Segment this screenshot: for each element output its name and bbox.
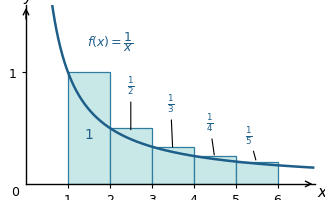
Text: $\frac{1}{4}$: $\frac{1}{4}$ — [206, 112, 214, 155]
Bar — [110, 128, 152, 184]
Text: 0: 0 — [11, 185, 20, 198]
Text: $\frac{1}{5}$: $\frac{1}{5}$ — [245, 124, 256, 160]
Bar — [194, 156, 236, 184]
Text: $f(x) = \dfrac{1}{x}$: $f(x) = \dfrac{1}{x}$ — [87, 30, 134, 53]
Text: $\frac{1}{2}$: $\frac{1}{2}$ — [127, 75, 135, 130]
Text: $\frac{1}{3}$: $\frac{1}{3}$ — [167, 93, 175, 147]
Bar — [152, 147, 194, 184]
Bar — [68, 73, 110, 184]
Text: y: y — [24, 0, 32, 4]
Text: $1$: $1$ — [84, 127, 94, 141]
Bar — [236, 162, 278, 184]
Text: x: x — [317, 184, 325, 199]
